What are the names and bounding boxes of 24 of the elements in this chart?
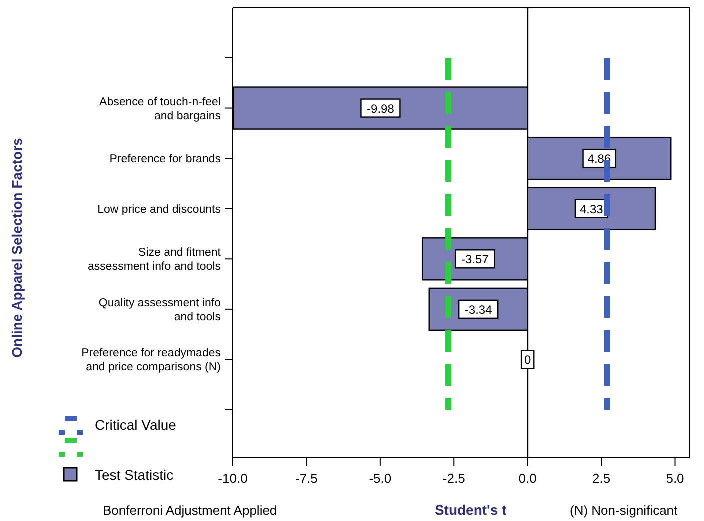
text: Bonferroni Adjustment Applied bbox=[103, 503, 278, 518]
legend-label: Critical Value bbox=[95, 417, 177, 433]
data-label: 4.33 bbox=[580, 202, 604, 216]
x-tick-label: 5.0 bbox=[666, 471, 684, 486]
y-tick-label: Quality assessment info and tools bbox=[98, 297, 222, 324]
x-tick-label: -2.5 bbox=[442, 471, 466, 486]
legend-label: Test Statistic bbox=[95, 467, 174, 483]
x-tick-label: -7.5 bbox=[296, 471, 318, 486]
y-tick-label: Preference for readymades and price comparisons (N) bbox=[82, 348, 222, 374]
x-tick-label: 2.5 bbox=[592, 471, 611, 486]
y-tick-label: Size and fitment assessment info and tools bbox=[88, 247, 222, 274]
x-tick-label: -10.0 bbox=[218, 471, 248, 486]
y-tick-label: Preference for brands bbox=[110, 154, 222, 166]
y-tick-label: Absence of touch-n-feel and bargains bbox=[100, 96, 222, 122]
data-label: 0 bbox=[524, 353, 532, 368]
y-axis-title: Online Apparel Selection Factors bbox=[9, 138, 25, 358]
x-axis-title: Student's t bbox=[434, 502, 508, 518]
x-tick-label: 0.0 bbox=[518, 471, 537, 486]
data-label: -9.98 bbox=[367, 102, 395, 116]
y-tick-label: Low price and discounts bbox=[98, 204, 222, 216]
data-label: -3.57 bbox=[462, 252, 490, 267]
x-tick-label: -5.0 bbox=[369, 471, 392, 486]
text: (N) Non-significant bbox=[570, 503, 678, 518]
data-label: -3.34 bbox=[464, 302, 493, 317]
